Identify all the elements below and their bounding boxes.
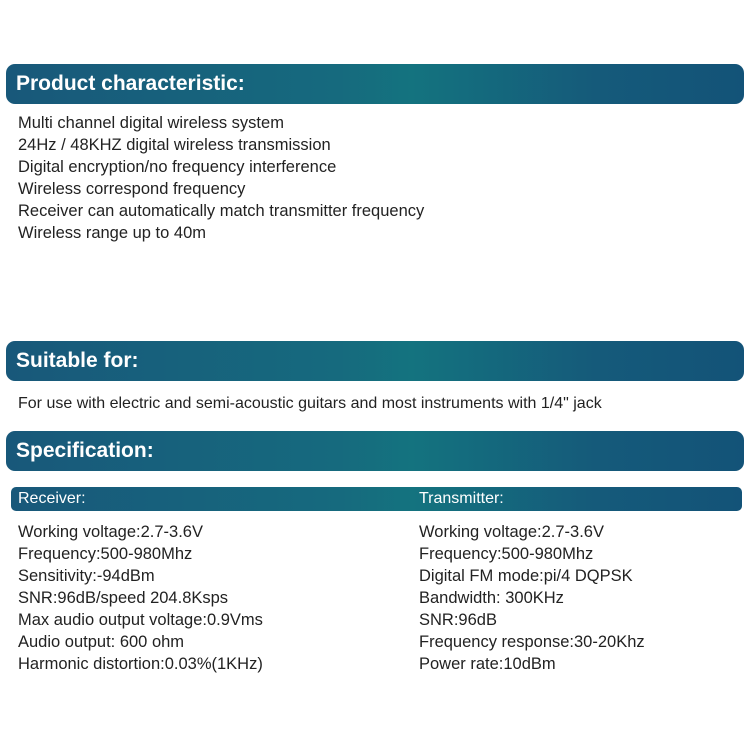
list-item: Multi channel digital wireless system [18, 114, 284, 132]
list-item: Audio output: 600 ohm [18, 633, 185, 651]
specification-header: Specification: [6, 431, 744, 471]
list-item: Bandwidth: 300KHz [419, 589, 564, 607]
list-item: Working voltage:2.7-3.6V [18, 523, 203, 541]
spec-subheader: Receiver: Transmitter: [11, 487, 742, 511]
transmitter-list: Working voltage:2.7-3.6V Frequency:500-9… [419, 521, 645, 675]
receiver-list: Working voltage:2.7-3.6V Frequency:500-9… [18, 521, 263, 675]
list-item: Digital encryption/no frequency interfer… [18, 158, 337, 176]
list-item: Frequency:500-980Mhz [18, 545, 193, 563]
list-item: 24Hz / 48KHZ digital wireless transmissi… [18, 136, 331, 154]
list-item: SNR:96dB/speed 204.8Ksps [18, 589, 229, 607]
list-item: Sensitivity:-94dBm [18, 567, 155, 585]
list-item: Wireless range up to 40m [18, 224, 207, 242]
list-item: SNR:96dB [419, 611, 497, 629]
list-item: Harmonic distortion:0.03%(1KHz) [18, 655, 263, 673]
list-item: Frequency:500-980Mhz [419, 545, 594, 563]
receiver-label: Receiver: [18, 490, 86, 507]
characteristic-list: Multi channel digital wireless system 24… [18, 112, 424, 244]
list-item: Power rate:10dBm [419, 655, 556, 673]
list-item: Digital FM mode:pi/4 DQPSK [419, 567, 633, 585]
suitable-text: For use with electric and semi-acoustic … [18, 395, 602, 412]
list-item: Wireless correspond frequency [18, 180, 246, 198]
list-item: Max audio output voltage:0.9Vms [18, 611, 263, 629]
list-item: Working voltage:2.7-3.6V [419, 523, 604, 541]
product-characteristic-header: Product characteristic: [6, 64, 744, 104]
transmitter-label: Transmitter: [419, 490, 504, 507]
list-item: Frequency response:30-20Khz [419, 633, 645, 651]
list-item: Receiver can automatically match transmi… [18, 202, 425, 220]
suitable-for-header: Suitable for: [6, 341, 744, 381]
